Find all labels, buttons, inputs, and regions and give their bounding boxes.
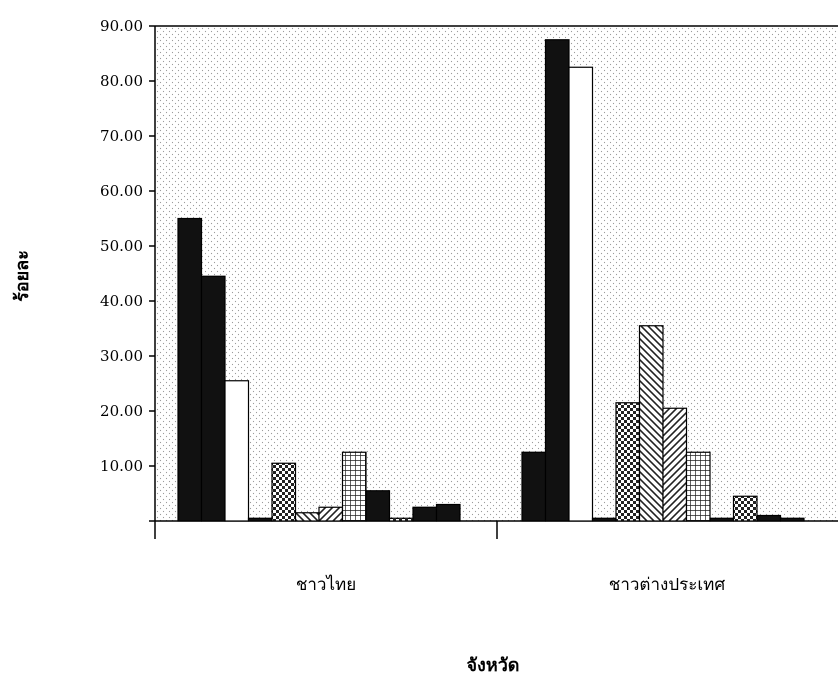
category-label-0: ชาวไทย: [296, 574, 356, 595]
bar-1-7: [685, 451, 711, 522]
bar-0-0: [177, 217, 203, 522]
bar-0-2: [224, 380, 250, 522]
bar-1-6: [662, 407, 688, 522]
category-labels: ชาวไทย ชาวต่างประเทศ: [296, 574, 726, 595]
bar-0-5: [294, 512, 320, 522]
bars: [177, 39, 805, 522]
y-tick-label: 30.00: [100, 347, 143, 365]
bar-0-11: [435, 503, 461, 522]
bar-1-5: [638, 325, 664, 522]
bar-1-9: [732, 495, 758, 522]
bar-0-6: [318, 506, 344, 522]
bar-1-1: [544, 39, 570, 522]
bar-1-10: [756, 514, 782, 522]
y-tick-label: 10.00: [100, 457, 143, 475]
y-tick-label: 50.00: [100, 237, 143, 255]
bar-0-9: [388, 517, 414, 522]
y-tick-label: 60.00: [100, 182, 143, 200]
bar-0-1: [200, 275, 226, 522]
category-label-1: ชาวต่างประเทศ: [609, 575, 726, 595]
plot-background: [155, 26, 838, 521]
bar-0-4: [271, 462, 297, 522]
bar-1-11: [779, 517, 805, 522]
bar-0-8: [365, 490, 391, 522]
bar-0-3: [247, 517, 273, 522]
y-tick-label: 40.00: [100, 292, 143, 310]
x-axis-title: จังหวัด: [467, 655, 520, 676]
bar-1-2: [568, 66, 594, 522]
bar-1-8: [709, 517, 735, 522]
bar-0-10: [412, 506, 438, 522]
bar-1-4: [615, 402, 641, 522]
x-axis-ticks: [154, 521, 498, 539]
y-tick-label: 90.00: [100, 17, 143, 35]
y-tick-label: 20.00: [100, 402, 143, 420]
bar-1-3: [591, 517, 617, 522]
bar-1-0: [521, 451, 547, 522]
y-axis-title: ร้อยละ: [12, 250, 33, 302]
y-tick-label: 80.00: [100, 72, 143, 90]
y-axis-ticks: 10.00 20.00 30.00 40.00 50.00 60.00 70.00 80.00…: [100, 17, 155, 522]
bar-0-7: [341, 451, 367, 522]
y-tick-label: 70.00: [100, 127, 143, 145]
